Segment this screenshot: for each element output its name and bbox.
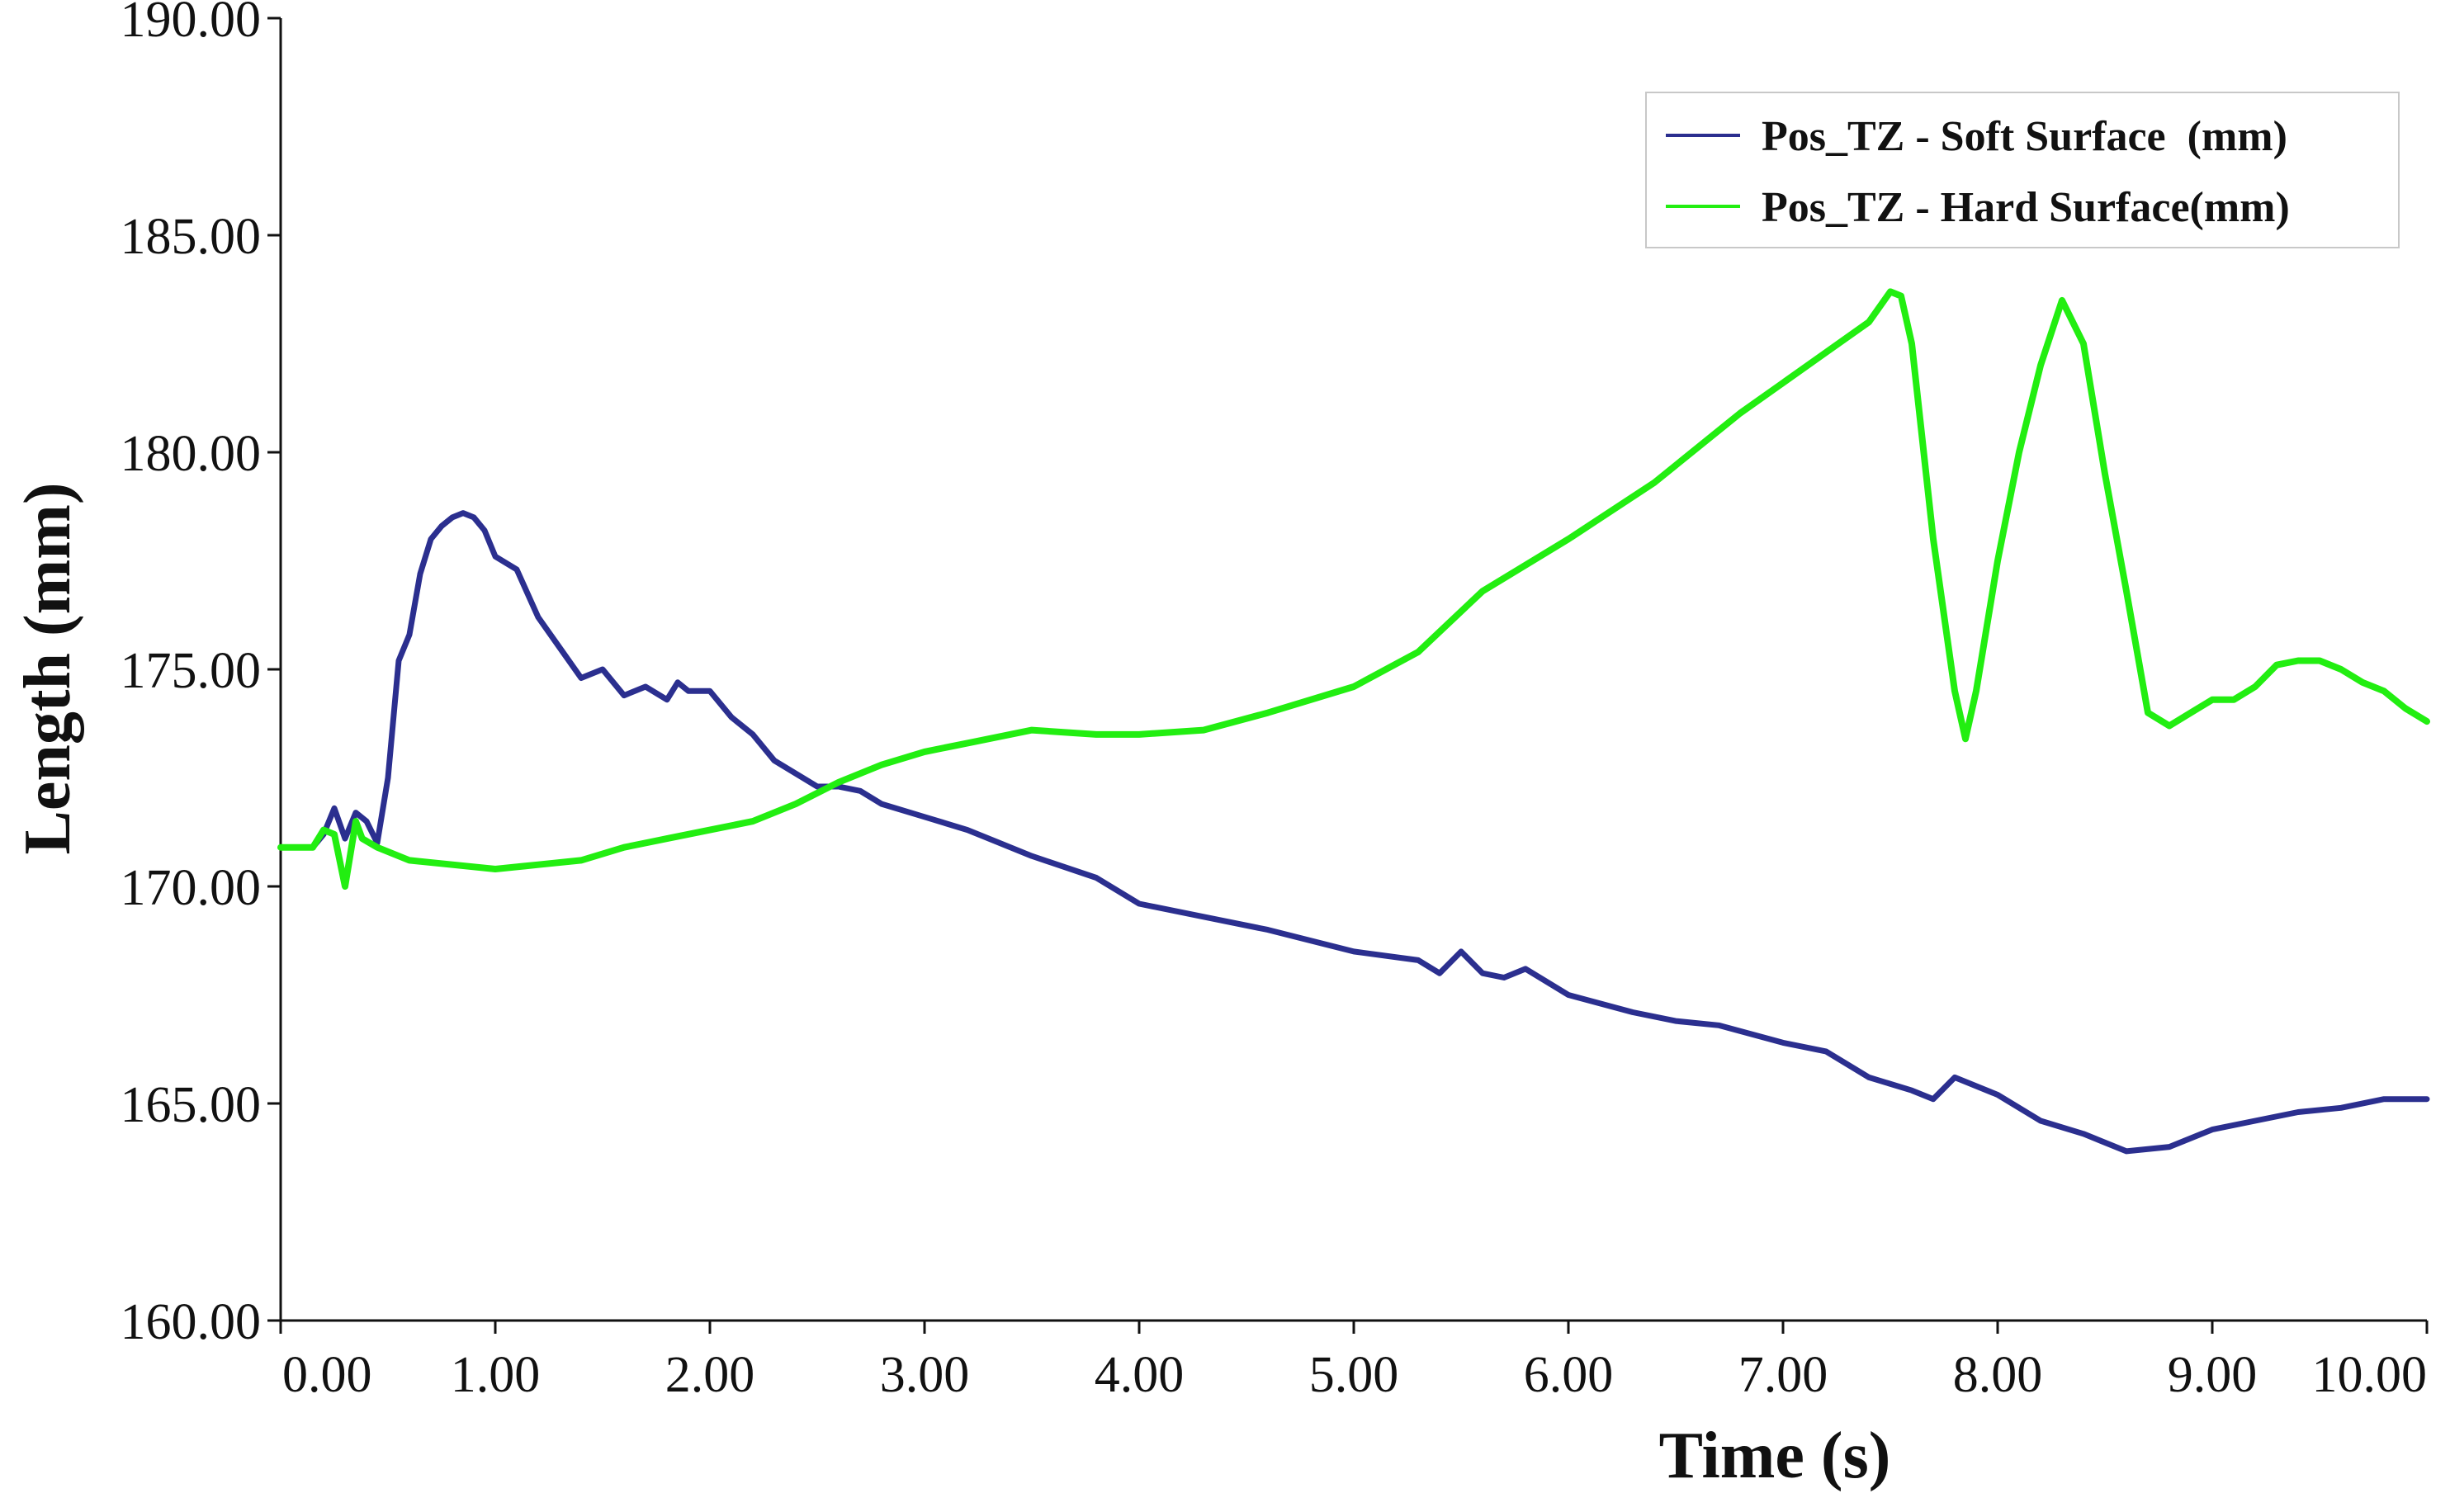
x-tick-label: 3.00 (880, 1347, 970, 1403)
x-axis-title: Time (s) (1659, 1420, 1891, 1492)
y-tick-label: 180.00 (121, 426, 262, 482)
y-tick-label: 160.00 (121, 1294, 262, 1350)
series-line-hard-surface (277, 288, 2430, 890)
y-tick-label: 170.00 (121, 860, 262, 916)
x-tick-label: 4.00 (1095, 1347, 1185, 1403)
series-layer (277, 288, 2430, 1155)
legend-box (1645, 92, 2400, 248)
x-tick-label: 0.00 (282, 1347, 372, 1403)
y-tick-label: 175.00 (121, 643, 262, 699)
legend-label-soft-surface: Pos_TZ - Soft Surface (mm) (1762, 113, 2287, 160)
y-tick-label: 190.00 (121, 0, 262, 48)
y-tick-label: 185.00 (121, 209, 262, 265)
x-tick-label: 7.00 (1738, 1347, 1828, 1403)
x-tick-label: 8.00 (1953, 1347, 2043, 1403)
x-tick-label: 1.00 (451, 1347, 541, 1403)
x-tick-label: 6.00 (1524, 1347, 1614, 1403)
x-tick-label: 10.00 (2312, 1347, 2428, 1403)
x-tick-label: 5.00 (1309, 1347, 1399, 1403)
y-tick-label: 165.00 (121, 1077, 262, 1133)
series-line-soft-surface (277, 510, 2430, 1155)
y-axis-title: Length (mm) (12, 482, 84, 854)
legend-label-hard-surface: Pos_TZ - Hard Surface(mm) (1762, 184, 2290, 231)
chart-axes: 160.00 165.00 170.00 175.00 180.00 185.00 190.… (121, 0, 2429, 1403)
x-tick-label: 2.00 (665, 1347, 755, 1403)
legend: Pos_TZ - Soft Surface (mm) Pos_TZ - Hard… (1645, 92, 2400, 248)
x-tick-label: 9.00 (2168, 1347, 2258, 1403)
